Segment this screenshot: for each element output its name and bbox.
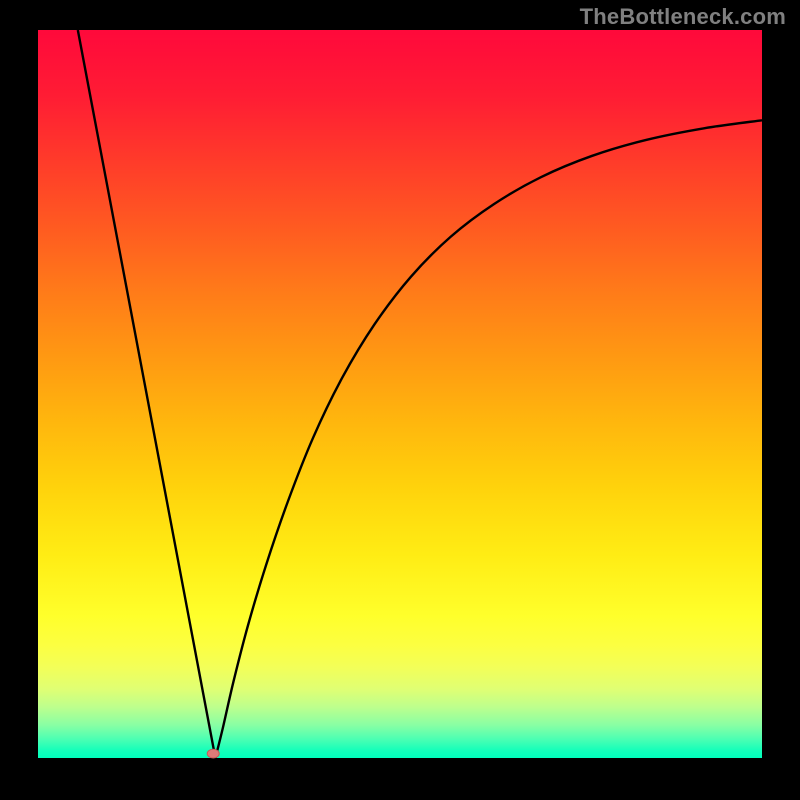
- bottleneck-curve-chart: [0, 0, 800, 800]
- watermark-text: TheBottleneck.com: [580, 4, 786, 30]
- optimal-point-marker: [207, 749, 219, 758]
